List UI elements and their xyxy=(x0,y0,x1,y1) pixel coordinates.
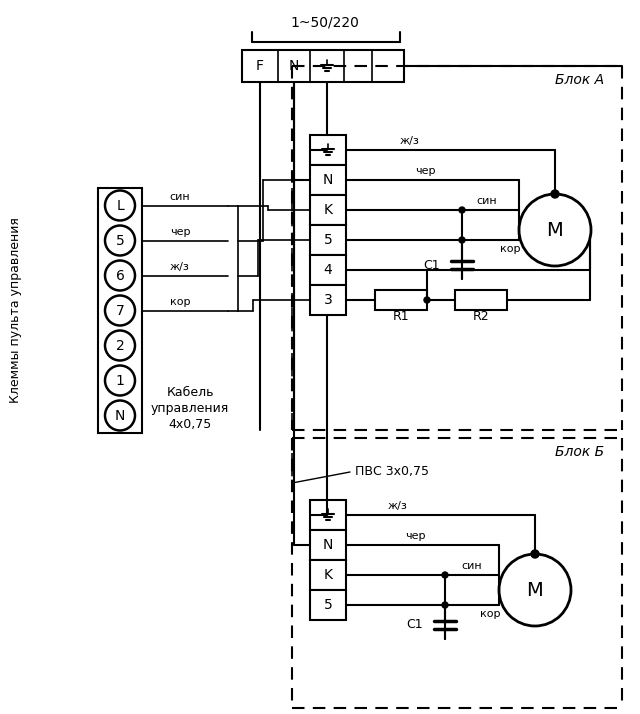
Bar xyxy=(375,290,427,310)
Text: 2: 2 xyxy=(116,338,124,353)
Text: C1: C1 xyxy=(406,618,423,631)
Bar xyxy=(310,530,346,560)
Circle shape xyxy=(499,554,571,626)
Circle shape xyxy=(105,296,135,326)
Bar xyxy=(310,590,346,620)
Text: N: N xyxy=(323,173,333,187)
Text: син: син xyxy=(170,191,190,201)
Bar xyxy=(310,560,346,590)
Text: N: N xyxy=(289,59,299,73)
Text: N: N xyxy=(323,538,333,552)
Bar xyxy=(310,195,346,225)
Text: N: N xyxy=(115,408,125,423)
Bar xyxy=(242,50,404,82)
Text: 1: 1 xyxy=(116,373,124,388)
Text: L: L xyxy=(116,198,124,213)
Text: син: син xyxy=(461,561,483,571)
Text: Блок Б: Блок Б xyxy=(556,445,605,459)
Text: 4: 4 xyxy=(324,263,332,277)
Bar xyxy=(310,500,346,530)
Text: M: M xyxy=(527,580,543,600)
Text: кор: кор xyxy=(500,244,520,254)
Text: 5: 5 xyxy=(116,233,124,248)
Text: R1: R1 xyxy=(393,309,410,323)
Bar xyxy=(310,255,346,285)
Text: 5: 5 xyxy=(324,598,332,612)
Text: Кабель: Кабель xyxy=(166,386,214,398)
Text: 4х0,75: 4х0,75 xyxy=(168,418,212,431)
Text: R2: R2 xyxy=(473,309,490,323)
Text: ж/з: ж/з xyxy=(170,261,190,271)
Text: F: F xyxy=(256,59,264,73)
Text: K: K xyxy=(323,568,333,582)
Circle shape xyxy=(424,297,430,303)
Bar xyxy=(310,135,346,165)
Bar xyxy=(310,225,346,255)
Circle shape xyxy=(442,602,448,608)
Text: 1~50/220: 1~50/220 xyxy=(291,15,360,29)
Circle shape xyxy=(531,550,539,558)
Text: кор: кор xyxy=(170,296,190,306)
Text: управления: управления xyxy=(151,401,229,415)
Text: 7: 7 xyxy=(116,303,124,318)
Text: ПВС 3х0,75: ПВС 3х0,75 xyxy=(355,466,429,478)
Bar xyxy=(310,165,346,195)
Circle shape xyxy=(459,207,465,213)
Text: K: K xyxy=(323,203,333,217)
Text: чер: чер xyxy=(170,226,190,236)
Bar xyxy=(455,290,507,310)
Circle shape xyxy=(105,261,135,291)
Text: 6: 6 xyxy=(116,268,124,283)
Text: ж/з: ж/з xyxy=(400,136,420,146)
Circle shape xyxy=(105,331,135,361)
Text: Клеммы пульта управления: Клеммы пульта управления xyxy=(10,217,22,403)
Text: чер: чер xyxy=(415,166,435,176)
Circle shape xyxy=(519,194,591,266)
Text: ж/з: ж/з xyxy=(388,501,408,511)
Text: Блок А: Блок А xyxy=(556,73,605,87)
Text: кор: кор xyxy=(480,609,500,619)
Text: C1: C1 xyxy=(424,258,440,271)
Text: 3: 3 xyxy=(324,293,332,307)
Circle shape xyxy=(105,191,135,221)
Circle shape xyxy=(459,237,465,243)
Bar xyxy=(310,285,346,315)
Circle shape xyxy=(551,190,559,198)
Text: 5: 5 xyxy=(324,233,332,247)
Text: син: син xyxy=(477,196,497,206)
Bar xyxy=(98,188,142,433)
Text: M: M xyxy=(547,221,563,239)
Circle shape xyxy=(105,226,135,256)
Circle shape xyxy=(442,572,448,578)
Circle shape xyxy=(105,401,135,431)
Text: чер: чер xyxy=(404,531,425,541)
Circle shape xyxy=(105,366,135,396)
